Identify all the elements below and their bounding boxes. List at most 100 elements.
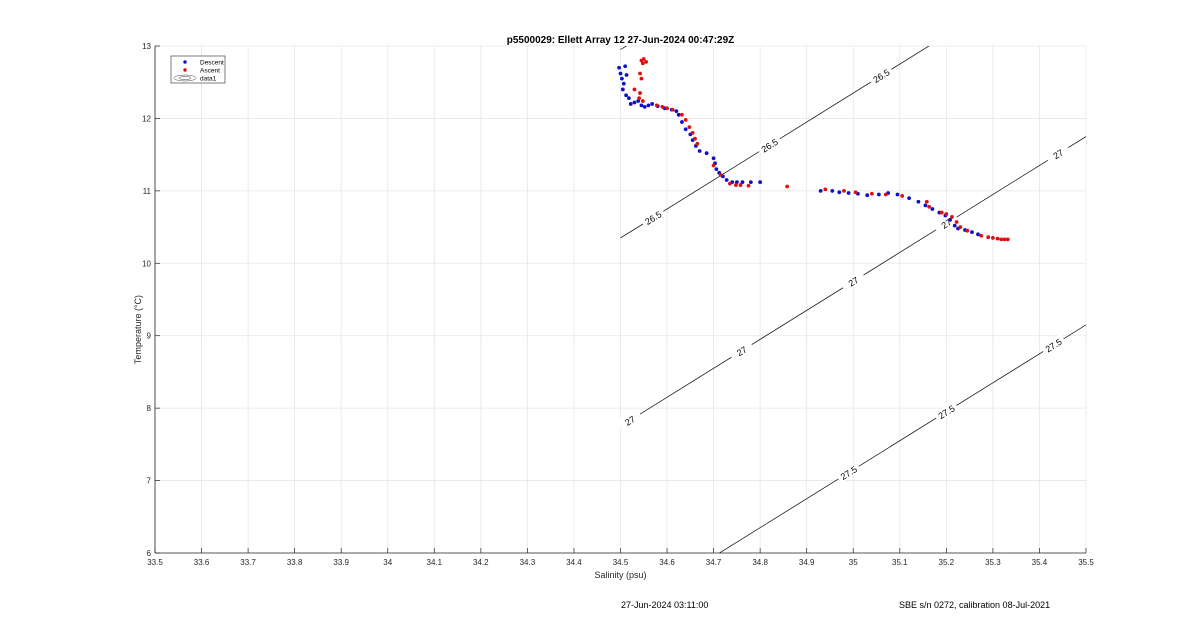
data-point xyxy=(697,149,702,153)
data-point xyxy=(680,120,684,124)
data-point xyxy=(618,71,623,76)
data-point xyxy=(640,99,645,103)
x-tick-label: 34.7 xyxy=(706,558,722,567)
data-point xyxy=(924,199,929,204)
data-point xyxy=(670,107,675,112)
y-tick-label: 11 xyxy=(143,187,152,196)
y-tick-label: 9 xyxy=(147,332,152,341)
legend-marker xyxy=(183,68,187,72)
data-point xyxy=(639,103,644,108)
data-point xyxy=(846,191,851,195)
x-tick-label: 34.2 xyxy=(473,558,489,567)
contour-label: 27 xyxy=(847,275,861,289)
data-point xyxy=(680,112,684,117)
data-points xyxy=(617,57,1010,242)
data-point xyxy=(954,220,959,224)
contour-label-bg xyxy=(835,461,862,484)
contour-label-bg xyxy=(1044,142,1071,165)
x-tick-label: 35 xyxy=(849,558,858,567)
data-point xyxy=(952,223,957,228)
data-point xyxy=(646,103,651,108)
data-point xyxy=(665,106,669,111)
x-tick-label: 35.2 xyxy=(939,558,955,567)
data-point xyxy=(687,125,692,130)
data-point xyxy=(738,183,743,187)
data-point xyxy=(837,190,842,195)
data-point xyxy=(650,102,655,106)
data-point xyxy=(695,141,700,146)
x-tick-label: 34.4 xyxy=(566,558,582,567)
data-point xyxy=(637,96,642,101)
data-point xyxy=(620,87,625,92)
chart-title: p5500029: Ellett Array 12 27-Jun-2024 00… xyxy=(507,35,735,46)
data-point xyxy=(660,104,665,109)
contour-label-bg xyxy=(616,409,643,432)
contour-label-bg xyxy=(756,133,783,156)
data-point xyxy=(619,76,624,81)
data-point xyxy=(1002,237,1007,242)
y-tick-label: 10 xyxy=(142,259,151,268)
contour-label-bg xyxy=(1040,333,1067,356)
data-point xyxy=(865,193,870,198)
data-point xyxy=(724,178,729,182)
footer-calibration: SBE s/n 0272, calibration 08-Jul-2021 xyxy=(899,600,1051,610)
data-point xyxy=(876,192,881,197)
footer-timestamp: 27-Jun-2024 03:11:00 xyxy=(621,600,709,610)
x-tick-label: 34.3 xyxy=(520,558,536,567)
data-point xyxy=(674,109,679,114)
grid-lines xyxy=(154,45,1087,554)
data-point xyxy=(986,235,991,240)
x-tick-label: 33.5 xyxy=(147,558,163,567)
data-point xyxy=(785,184,790,189)
x-tick-label: 34.6 xyxy=(659,558,675,567)
data-point xyxy=(632,87,637,92)
data-point xyxy=(965,228,970,233)
density-contour-line xyxy=(620,46,930,239)
legend-label: Descent xyxy=(200,60,224,67)
data-point xyxy=(907,196,912,201)
data-point xyxy=(711,163,716,168)
contour-label-bg xyxy=(932,400,960,423)
data-point xyxy=(734,183,738,187)
y-tick-label: 13 xyxy=(142,42,151,51)
contour-label: 27 xyxy=(623,414,637,428)
data-point xyxy=(693,136,697,141)
y-tick-label: 12 xyxy=(142,114,151,123)
data-point xyxy=(995,236,1000,241)
x-tick-label: 35.4 xyxy=(1032,558,1048,567)
data-point xyxy=(740,180,745,185)
data-point xyxy=(1005,237,1010,242)
data-point xyxy=(923,203,928,208)
x-tick-label: 35.3 xyxy=(985,558,1001,567)
data-point xyxy=(883,192,888,197)
data-point xyxy=(639,76,644,81)
data-point xyxy=(718,173,723,177)
data-point xyxy=(621,81,626,86)
x-tick-label: 34.9 xyxy=(799,558,815,567)
data-point xyxy=(948,217,952,222)
data-point xyxy=(727,181,732,186)
legend-label: Ascent xyxy=(200,68,220,75)
data-point xyxy=(979,233,984,238)
legend-contour-icon-inner xyxy=(178,76,192,80)
data-point xyxy=(842,188,846,193)
data-point xyxy=(683,127,688,132)
data-point xyxy=(624,93,628,98)
data-point xyxy=(638,91,642,95)
data-point xyxy=(734,180,739,185)
data-point xyxy=(714,167,719,172)
data-point xyxy=(853,190,858,195)
data-point xyxy=(617,65,622,70)
y-tick-label: 8 xyxy=(147,404,152,413)
series-descent xyxy=(617,64,980,237)
data-point xyxy=(624,73,629,77)
contour-label-bg xyxy=(839,269,867,292)
data-point xyxy=(950,215,954,219)
x-tick-label: 35.1 xyxy=(892,558,908,567)
data-point xyxy=(626,96,631,101)
data-point xyxy=(654,103,659,108)
x-tick-label: 33.9 xyxy=(333,558,349,567)
legend-contour-icon xyxy=(173,74,197,82)
data-point xyxy=(623,64,628,69)
